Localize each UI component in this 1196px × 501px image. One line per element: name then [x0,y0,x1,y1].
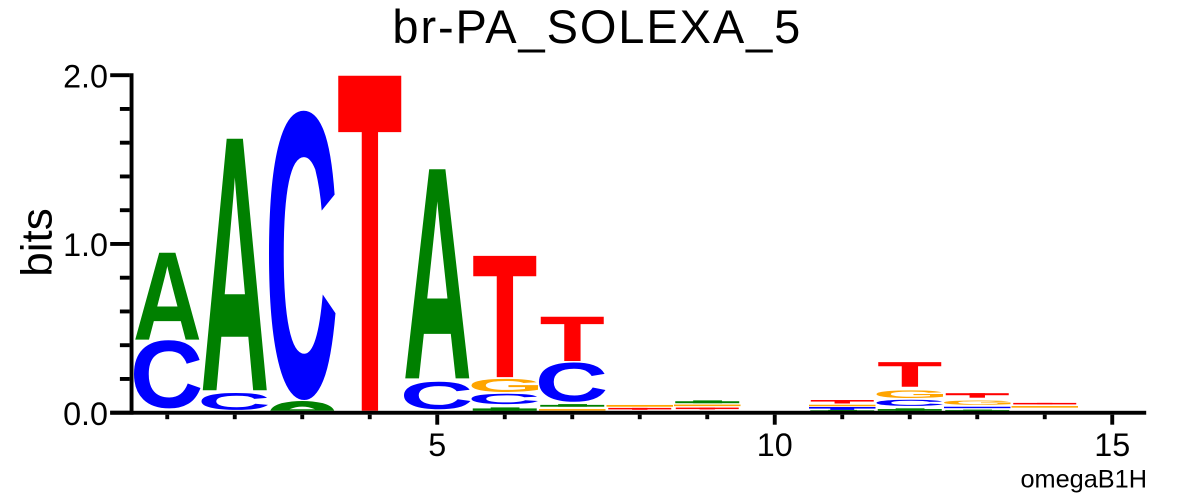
svg-text:bits: bits [13,208,62,276]
svg-text:br-PA_SOLEXA_5: br-PA_SOLEXA_5 [392,0,802,53]
svg-text:10: 10 [757,427,793,463]
svg-text:0.0: 0.0 [63,396,108,432]
svg-text:omegaB1H: omegaB1H [1020,466,1147,494]
svg-text:15: 15 [1094,427,1130,463]
svg-text:2.0: 2.0 [63,58,108,94]
svg-text:1.0: 1.0 [63,227,108,263]
svg-text:5: 5 [428,427,446,463]
